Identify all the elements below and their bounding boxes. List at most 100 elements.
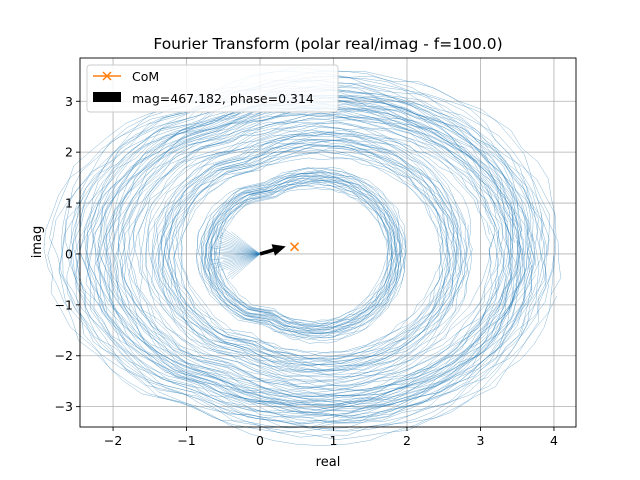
com-marker <box>290 242 300 252</box>
signal-trace-line <box>227 253 261 279</box>
signal-trace-line <box>121 123 503 398</box>
legend-arrow-swatch <box>93 92 121 102</box>
signal-trace-line <box>217 181 394 324</box>
signal-trace-line <box>106 110 501 397</box>
signal-trace-line <box>110 94 535 406</box>
signal-trace-line <box>160 145 455 373</box>
signal-trace-line <box>66 75 540 417</box>
signal-trace-line <box>219 241 261 255</box>
signal-trace-line <box>87 88 535 406</box>
signal-trace-line <box>227 253 261 277</box>
signal-trace-line <box>220 253 261 271</box>
signal-trace-line <box>213 179 393 322</box>
chart-marks <box>259 242 300 256</box>
signal-trace-line <box>219 243 261 255</box>
x-axis-label: real <box>316 455 341 470</box>
signal-trace-line <box>223 228 261 255</box>
signal-trace-line <box>128 121 509 398</box>
plot-area <box>43 57 577 446</box>
x-tick-label: 2 <box>403 433 411 448</box>
signal-trace-line <box>90 101 534 423</box>
signal-traces <box>43 67 562 446</box>
signal-trace-line <box>213 182 396 331</box>
signal-trace-line <box>211 174 402 334</box>
signal-trace-line <box>49 79 557 446</box>
signal-trace-line <box>162 132 466 367</box>
signal-trace-line <box>92 100 532 418</box>
signal-trace-line <box>229 253 261 271</box>
signal-trace-line <box>120 116 493 386</box>
signal-trace-line <box>61 84 538 432</box>
chart-title: Fourier Transform (polar real/imag - f=1… <box>153 35 502 53</box>
signal-trace-line <box>180 152 448 359</box>
signal-trace-line <box>202 175 404 340</box>
signal-trace-line <box>58 67 554 425</box>
x-tick-label: −2 <box>104 433 122 448</box>
signal-trace-line <box>196 167 402 337</box>
signal-trace-line <box>121 106 513 388</box>
y-axis-label: imag <box>30 226 45 259</box>
signal-trace-line <box>109 115 507 405</box>
signal-trace-line <box>201 171 396 335</box>
signal-trace-line <box>215 246 261 255</box>
signal-trace-line <box>218 185 393 327</box>
signal-trace-line <box>216 235 261 255</box>
x-tick-label: 4 <box>550 433 558 448</box>
y-tick-label: −3 <box>55 399 73 414</box>
signal-trace-line <box>97 93 536 413</box>
signal-trace-line <box>197 172 407 344</box>
signal-trace-line <box>209 253 261 261</box>
signal-trace-line <box>200 174 399 339</box>
signal-trace-line <box>218 250 261 255</box>
signal-trace-line <box>133 131 495 391</box>
signal-trace-line <box>116 101 523 396</box>
signal-trace-line <box>231 231 261 255</box>
signal-trace-line <box>161 133 473 377</box>
signal-trace-line <box>97 107 514 411</box>
signal-trace-line <box>231 253 261 280</box>
signal-trace-line <box>85 95 513 402</box>
signal-trace-line <box>173 143 459 364</box>
signal-trace-line <box>122 107 524 403</box>
signal-trace-line <box>112 104 533 413</box>
signal-trace-line <box>148 134 471 387</box>
y-tick-label: 1 <box>65 196 73 211</box>
signal-trace-line <box>146 127 465 375</box>
x-tick-label: 0 <box>256 433 264 448</box>
signal-trace-line <box>171 149 455 366</box>
signal-trace-line <box>77 79 548 418</box>
signal-trace-line <box>103 98 526 404</box>
y-tick-label: −2 <box>55 348 73 363</box>
legend-arrow-label: mag=467.182, phase=0.314 <box>132 91 314 106</box>
y-tick-label: 2 <box>65 145 73 160</box>
y-axis-ticks: −3 −2 −1 0 1 2 3 <box>55 94 80 414</box>
signal-trace-line <box>216 253 261 266</box>
signal-trace-line <box>223 240 261 255</box>
signal-trace-line <box>214 251 261 255</box>
signal-trace-line <box>173 144 449 354</box>
signal-trace-line <box>223 253 261 261</box>
y-tick-label: 3 <box>65 94 73 109</box>
legend: CoM mag=467.182, phase=0.314 <box>86 64 339 113</box>
signal-trace-line <box>144 130 462 383</box>
signal-trace-line <box>214 177 398 330</box>
signal-trace-line <box>151 138 459 378</box>
legend-box <box>86 64 339 113</box>
signal-trace-line <box>208 180 400 334</box>
signal-trace-line <box>168 139 465 371</box>
signal-trace-line <box>224 232 261 255</box>
signal-trace-line <box>210 247 261 255</box>
signal-trace-line <box>98 89 530 402</box>
legend-com-x-icon <box>102 71 112 81</box>
legend-com-label: CoM <box>132 69 159 84</box>
signal-trace-line <box>103 107 526 415</box>
signal-trace-line <box>211 253 261 265</box>
magnitude-arrow <box>259 244 286 256</box>
signal-trace-line <box>227 253 261 274</box>
signal-trace-line <box>222 253 261 256</box>
signal-trace-line <box>155 131 461 366</box>
signal-trace-line <box>167 139 457 360</box>
signal-trace-line <box>58 77 533 423</box>
signal-trace-line <box>129 112 513 394</box>
signal-trace-line <box>151 124 470 372</box>
